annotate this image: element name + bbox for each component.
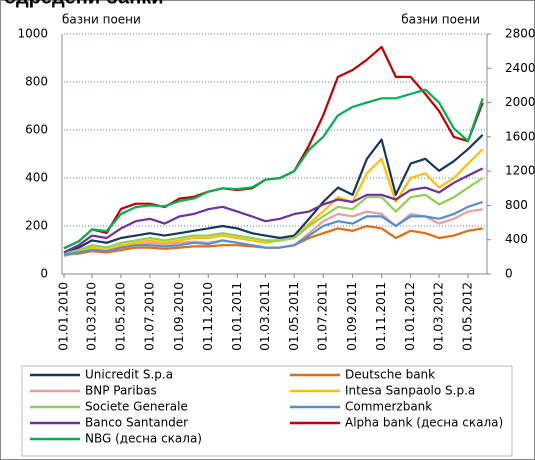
- legend-frame: [21, 365, 513, 457]
- y2-axis-label: базни поени: [401, 13, 480, 27]
- x-tick-label: 01.03.2010: [85, 282, 99, 351]
- x-tick-label: 01.05.2012: [461, 282, 475, 351]
- x-tick-label: 01.09.2010: [172, 282, 186, 351]
- x-tick-label: 01.05.2010: [113, 282, 127, 351]
- y2-tick-label: 2400: [505, 61, 535, 75]
- y2-tick-label: 1200: [505, 164, 535, 178]
- y-tick-label: 1000: [17, 27, 48, 41]
- y-tick-label: 800: [25, 75, 48, 89]
- series-line: [63, 167, 484, 254]
- y2-tick-label: 400: [505, 232, 528, 246]
- y-tick-label: 400: [25, 171, 48, 185]
- x-tick-label: 01.01.2012: [403, 282, 417, 351]
- y-tick-label: 200: [25, 219, 48, 233]
- legend-label: Alpha bank (десна скала): [345, 416, 503, 430]
- legend-label: Unicredit S.p.a: [85, 368, 173, 382]
- legend-label: Deutsche bank: [345, 368, 435, 382]
- series-line: [63, 134, 484, 254]
- x-tick-label: 01.09.2011: [345, 282, 359, 351]
- y-tick-label: 600: [25, 123, 48, 137]
- legend-label: Commerzbank: [345, 400, 432, 414]
- x-tick-label: 01.07.2010: [142, 282, 156, 351]
- x-tick-label: 01.01.2010: [57, 282, 71, 351]
- series-line: [63, 177, 484, 255]
- x-tick-label: 01.11.2010: [201, 282, 215, 351]
- x-tick-label: 01.03.2012: [432, 282, 446, 351]
- y2-tick-label: 800: [505, 198, 528, 212]
- y-axis-label: базни поени: [62, 13, 141, 27]
- y2-tick-label: 2800: [505, 27, 535, 41]
- x-tick-label: 01.07.2011: [316, 282, 330, 351]
- x-tick-label: 01.01.2011: [230, 282, 244, 351]
- legend-label: Intesa Sanpaolo S.p.a: [345, 384, 475, 398]
- y2-tick-label: 0: [505, 267, 513, 281]
- series-line: [63, 88, 484, 250]
- y2-tick-label: 2000: [505, 95, 535, 109]
- y2-tick-label: 1600: [505, 129, 535, 143]
- series-line: [63, 200, 484, 256]
- legend-label: Banco Santander: [85, 416, 188, 430]
- y-tick-label: 0: [40, 267, 48, 281]
- legend-label: Societe Generale: [85, 400, 188, 414]
- legend-label: NBG (десна скала): [85, 432, 202, 446]
- legend-label: BNP Paribas: [85, 384, 157, 398]
- x-tick-label: 01.05.2011: [287, 282, 301, 351]
- x-tick-label: 01.03.2011: [258, 282, 272, 351]
- chart-title: одредени банки: [4, 0, 164, 8]
- x-tick-label: 01.11.2011: [374, 282, 388, 351]
- series-line: [63, 148, 484, 256]
